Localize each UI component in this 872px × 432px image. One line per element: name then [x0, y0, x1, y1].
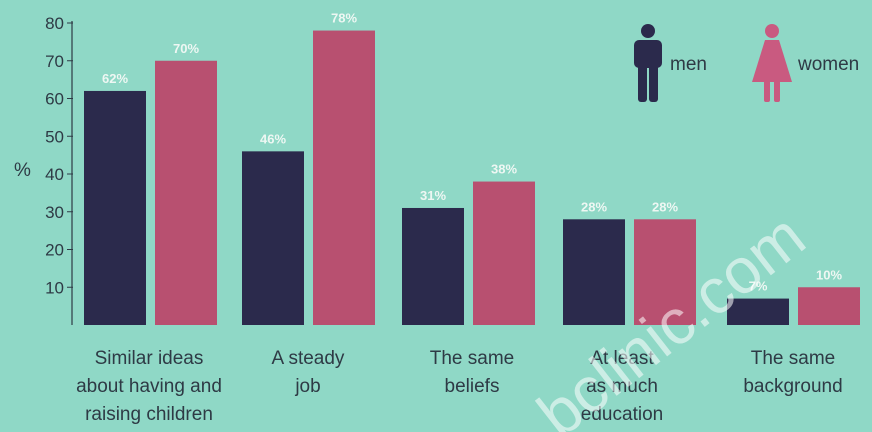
bar-men-2 — [402, 207, 464, 325]
data-label-women-4: 10% — [816, 267, 842, 282]
category-label: The same background — [743, 348, 842, 397]
bar-women-0 — [155, 60, 217, 325]
bar-men-0 — [84, 90, 146, 325]
data-label-men-4: 7% — [749, 279, 768, 294]
y-tick-label: 20 — [45, 241, 64, 260]
data-label-women-3: 28% — [652, 199, 678, 214]
category-label: A steady job — [272, 348, 345, 397]
bar-men-4 — [727, 298, 789, 325]
data-label-men-3: 28% — [581, 199, 607, 214]
data-label-men-2: 31% — [420, 188, 446, 203]
bar-women-2 — [473, 181, 535, 325]
legend-item-men: men — [634, 24, 707, 102]
category-labels: Similar ideas about having and raising chi… — [76, 348, 843, 425]
bar-women-3 — [634, 219, 696, 325]
y-tick-label: 70 — [45, 52, 64, 71]
legend-item-women: women — [752, 24, 859, 102]
category-label: At least as much education — [581, 348, 663, 425]
bar-women-4 — [798, 287, 860, 325]
y-tick-label: 80 — [45, 14, 64, 33]
bar-men-3 — [563, 219, 625, 325]
y-tick-label: 60 — [45, 90, 64, 109]
data-labels: 62% 46% 31% 28% 7% 70% 78% 38% 28% 10% — [102, 11, 842, 294]
data-label-women-1: 78% — [331, 11, 357, 26]
y-axis: 10 20 30 40 50 60 70 80 — [45, 14, 73, 325]
legend: men women — [634, 24, 859, 102]
category-label: Similar ideas about having and raising chi… — [76, 348, 222, 425]
data-label-men-0: 62% — [102, 71, 128, 86]
y-tick-label: 10 — [45, 278, 64, 297]
data-label-men-1: 46% — [260, 131, 286, 146]
y-tick-label: 40 — [45, 165, 64, 184]
bars — [84, 30, 860, 326]
legend-label-women: women — [797, 54, 859, 75]
legend-label-men: men — [670, 54, 707, 75]
data-label-women-2: 38% — [491, 162, 517, 177]
y-tick-label: 30 — [45, 203, 64, 222]
y-tick-label: 50 — [45, 127, 64, 146]
man-icon — [634, 24, 662, 102]
bar-men-1 — [242, 151, 304, 325]
woman-icon — [752, 24, 792, 102]
data-label-women-0: 70% — [173, 41, 199, 56]
y-axis-label: % — [14, 160, 31, 181]
bar-women-1 — [313, 30, 375, 326]
category-label: The same beliefs — [430, 348, 514, 397]
